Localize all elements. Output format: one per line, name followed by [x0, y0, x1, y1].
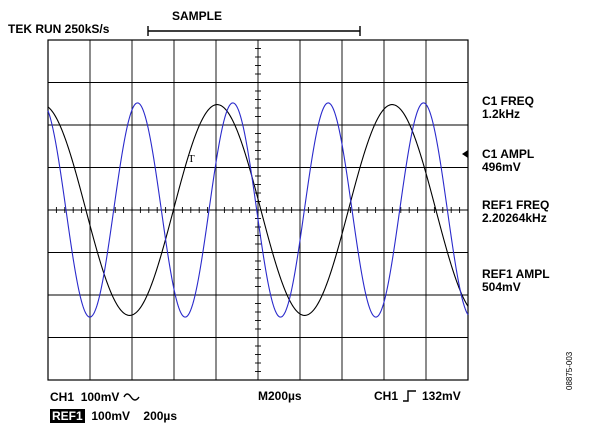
- acquisition-bracket: [147, 26, 361, 36]
- trace-ch1: [47, 104, 469, 316]
- measurement-ref1-freq: REF1 FREQ 2.20264kHz: [482, 199, 549, 225]
- measurement-c1-ampl: C1 AMPL 496mV: [482, 148, 534, 174]
- rising-edge-icon: [403, 390, 416, 402]
- ch1-label: CH1: [50, 390, 75, 404]
- channel-readout: CH1 100mV M200µs CH1 132mV: [50, 389, 461, 404]
- measurement-label: REF1 FREQ: [482, 198, 550, 212]
- measurement-value: 1.2kHz: [482, 107, 521, 121]
- ref1-time: 200µs: [143, 409, 178, 423]
- traces: [47, 102, 469, 318]
- measurement-value: 2.20264kHz: [482, 211, 547, 225]
- ac-coupling-icon: [123, 393, 140, 401]
- ref1-scale: 100mV: [91, 409, 131, 423]
- measurement-ref1-ampl: REF1 AMPL 504mV: [482, 268, 550, 294]
- scope-status: TEK RUN 250kS/s: [8, 22, 110, 36]
- trigger-level-arrow: [462, 150, 468, 158]
- trigger-source: CH1: [374, 389, 399, 403]
- measurement-value: 496mV: [482, 160, 521, 174]
- reference-readout: REF1 100mV 200µs: [50, 409, 177, 423]
- figure-id: 08875-003: [565, 351, 574, 390]
- trigger-level: 132mV: [422, 389, 461, 403]
- timebase: M200µs: [258, 389, 302, 403]
- acquisition-mode-label: SAMPLE: [172, 9, 223, 23]
- markers: T: [188, 150, 468, 165]
- ch1-scale: 100mV: [80, 390, 120, 404]
- measurement-c1-freq: C1 FREQ 1.2kHz: [482, 95, 534, 121]
- trace-ref1: [47, 102, 469, 318]
- measurement-label: C1 AMPL: [482, 147, 535, 161]
- trigger-marker: T: [188, 153, 195, 165]
- measurement-label: C1 FREQ: [482, 94, 535, 108]
- ref1-badge: REF1: [50, 409, 85, 423]
- measurement-value: 504mV: [482, 280, 521, 294]
- graticule: [47, 39, 469, 381]
- measurement-label: REF1 AMPL: [482, 267, 550, 281]
